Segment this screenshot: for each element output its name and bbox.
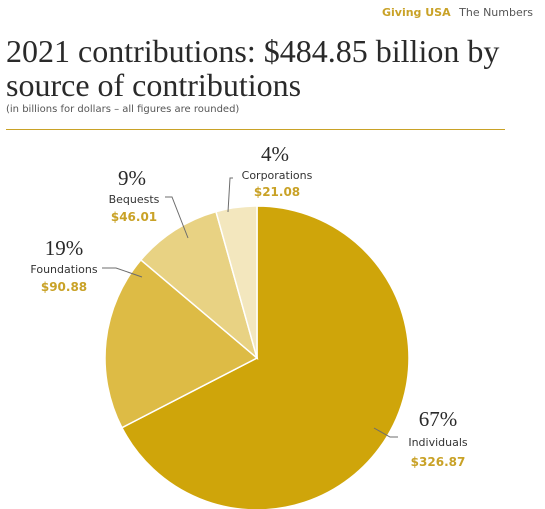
slice-percent-foundations: 19% [45,236,84,260]
pie-slices [104,205,410,509]
pie-slice-bequests [139,210,259,361]
slice-percent-individuals: 67% [419,407,458,431]
chart-subtitle: (in billions for dollars – all figures a… [6,104,240,115]
slice-percent-corporations: 4% [261,142,289,166]
leader-lines [102,177,398,438]
slice-label-bequests: Bequests [109,193,160,206]
leader-line-bequests [165,196,189,239]
slice-amount-foundations: $90.88 [41,280,87,294]
brand-header: Giving USA The Numbers [382,6,533,19]
slice-label-foundations: Foundations [30,263,97,276]
leader-line-foundations [102,267,143,278]
chart-title: 2021 contributions: $484.85 billion by s… [6,33,500,103]
slice-amount-individuals: $326.87 [411,455,466,469]
slice-label-corporations: Corporations [242,169,313,182]
slice-percent-bequests: 9% [118,166,146,190]
pie-slice-individuals [120,205,410,509]
slice-amount-corporations: $21.08 [254,185,300,199]
brand-section: The Numbers [459,6,533,19]
slice-label-individuals: Individuals [408,436,468,449]
leader-line-individuals [373,427,398,438]
leader-line-corporations [227,177,233,213]
title-rule [6,129,505,130]
brand-org: Giving USA [381,6,451,19]
pie-slice-corporations [215,205,258,359]
slice-amount-bequests: $46.01 [111,210,157,224]
